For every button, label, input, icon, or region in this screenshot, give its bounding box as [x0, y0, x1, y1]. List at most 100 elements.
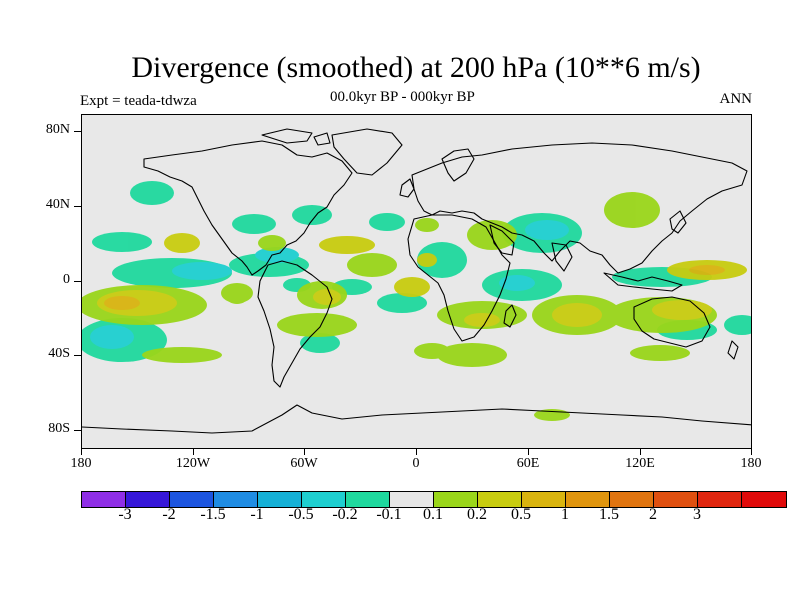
divergence-field-negative	[82, 181, 751, 362]
lat-tick	[74, 430, 81, 431]
colorbar-box	[258, 492, 302, 507]
lon-label-0: 0	[412, 456, 420, 471]
colorbar-box	[610, 492, 654, 507]
lon-label-120w: 120W	[175, 456, 211, 471]
pos-anomaly	[417, 253, 437, 267]
pos-anomaly	[437, 343, 507, 367]
neg-anomaly	[369, 213, 405, 231]
colorbar-box	[478, 492, 522, 507]
lon-tick	[528, 449, 529, 455]
india-coast	[551, 242, 573, 272]
pos-anomaly	[347, 253, 397, 277]
new-zealand-coast	[727, 340, 739, 360]
madagascar-coast	[503, 304, 517, 328]
pos-anomaly	[414, 343, 450, 359]
colorbar-label: 1.5	[599, 506, 619, 523]
neg-anomaly	[172, 262, 232, 280]
pos-anomaly	[258, 235, 286, 251]
lon-tick	[81, 449, 82, 455]
lat-tick	[74, 281, 81, 282]
japan-coast	[669, 210, 687, 234]
colorbar-box	[390, 492, 434, 507]
pos-anomaly	[464, 313, 500, 327]
pos-anomaly	[277, 313, 357, 337]
colorbar-box	[434, 492, 478, 507]
colorbar-label: -0.1	[376, 506, 402, 523]
colorbar-label: -1.5	[200, 506, 226, 523]
pos-anomaly	[652, 300, 712, 320]
lon-tick	[416, 449, 417, 455]
neg-anomaly	[525, 220, 569, 240]
neg-anomaly	[90, 325, 134, 349]
colorbar-label: -1	[250, 506, 264, 523]
pos-anomaly	[415, 218, 439, 232]
coastlines	[82, 128, 751, 434]
time-period-label: 00.0kyr BP - 000kyr BP	[330, 89, 475, 105]
neg-anomaly	[499, 275, 535, 291]
season-label: ANN	[719, 91, 753, 107]
pos-anomaly	[630, 345, 690, 361]
pos-anomaly	[104, 296, 140, 310]
colorbar-label: 0.1	[423, 506, 443, 523]
colorbar-label: 3	[693, 506, 701, 523]
pos-anomaly	[313, 289, 341, 305]
lon-label-60e: 60E	[516, 456, 540, 471]
neg-anomaly	[92, 232, 152, 252]
pos-anomaly	[227, 292, 247, 304]
lat-label-0: 0	[63, 272, 70, 287]
lat-label-40s: 40S	[48, 346, 70, 361]
colorbar-label: -0.2	[332, 506, 358, 523]
arctic-islands-coast	[261, 128, 331, 146]
colorbar-box	[170, 492, 214, 507]
colorbar-label: -0.5	[288, 506, 314, 523]
scandinavia-coast	[441, 148, 475, 182]
pos-anomaly	[142, 347, 222, 363]
colorbar-box	[698, 492, 742, 507]
colorbar-box	[82, 492, 126, 507]
colorbar-box	[214, 492, 258, 507]
lon-label-180w: 180	[70, 456, 92, 471]
lat-tick	[74, 131, 81, 132]
british-isles-coast	[399, 178, 415, 198]
colorbar-box	[654, 492, 698, 507]
neg-anomaly	[130, 181, 174, 205]
colorbar	[81, 491, 787, 508]
lon-tick	[304, 449, 305, 455]
lat-tick	[74, 355, 81, 356]
map-canvas	[82, 128, 751, 434]
neg-anomaly	[377, 293, 427, 313]
colorbar-box	[742, 492, 786, 507]
colorbar-label: 1	[561, 506, 569, 523]
colorbar-label: -3	[118, 506, 132, 523]
south-america-coast	[257, 260, 333, 388]
colorbar-label: 0.2	[467, 506, 487, 523]
map-panel	[81, 114, 752, 449]
pos-anomaly	[164, 233, 200, 253]
pos-anomaly	[394, 277, 430, 297]
lat-label-80s: 80S	[48, 421, 70, 436]
maritime-asia-coast	[603, 272, 683, 292]
experiment-label: Expt = teada-tdwza	[80, 93, 197, 109]
lat-label-40n: 40N	[45, 197, 70, 212]
colorbar-box	[566, 492, 610, 507]
colorbar-label: 2	[649, 506, 657, 523]
pos-anomaly	[552, 303, 602, 327]
lon-label-120e: 120E	[625, 456, 655, 471]
australia-coast	[633, 296, 711, 348]
divergence-field-positive	[82, 192, 747, 421]
colorbar-box	[302, 492, 346, 507]
greenland-coast	[331, 128, 403, 176]
north-america-coast	[143, 140, 353, 276]
lon-tick	[193, 449, 194, 455]
lon-tick	[751, 449, 752, 455]
neg-anomaly	[417, 242, 467, 278]
neg-anomaly	[232, 214, 276, 234]
lat-tick	[74, 206, 81, 207]
lat-label-80n: 80N	[45, 122, 70, 137]
pos-anomaly	[604, 192, 660, 228]
lon-tick	[640, 449, 641, 455]
colorbar-label: -2	[162, 506, 176, 523]
pos-anomaly	[689, 265, 725, 275]
neg-anomaly	[724, 315, 751, 335]
lon-label-180e: 180	[740, 456, 762, 471]
